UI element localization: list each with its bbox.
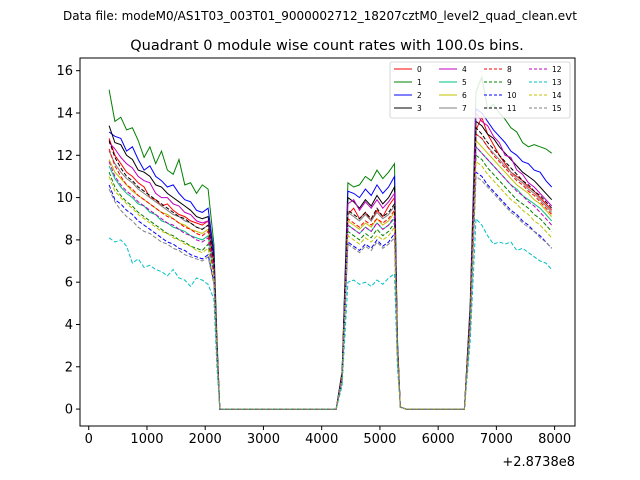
legend-label-6: 6 xyxy=(462,91,467,100)
x-offset-label: +2.8738e8 xyxy=(502,455,575,470)
y-tick-label: 16 xyxy=(56,64,73,79)
x-tick-label: 2000 xyxy=(189,432,222,447)
y-tick-label: 12 xyxy=(56,149,73,164)
series-line-15 xyxy=(108,175,553,410)
y-axis: 0 2 4 6 8 10 12 14 16 xyxy=(56,64,80,418)
legend-label-13: 13 xyxy=(552,78,562,87)
chart-title: Quadrant 0 module wise count rates with … xyxy=(130,38,524,54)
legend-label-1: 1 xyxy=(417,78,422,87)
x-tick-label: 1000 xyxy=(130,432,163,447)
x-axis: 0 1000 2000 3000 4000 5000 6000 7000 8000 xyxy=(85,426,571,447)
y-tick-label: 10 xyxy=(56,191,73,206)
x-tick-label: 8000 xyxy=(538,432,571,447)
suptitle: Data file: modeM0/AS1T03_003T01_90000027… xyxy=(63,9,577,23)
x-tick-label: 3000 xyxy=(247,432,280,447)
legend-label-5: 5 xyxy=(462,78,467,87)
series-layer xyxy=(108,75,553,410)
legend-box xyxy=(389,61,571,119)
legend-label-4: 4 xyxy=(462,65,467,74)
y-tick-label: 14 xyxy=(56,106,73,121)
x-tick-label: 7000 xyxy=(480,432,513,447)
y-tick-label: 4 xyxy=(65,318,73,333)
plot-frame xyxy=(79,57,576,427)
legend-label-3: 3 xyxy=(417,104,422,113)
x-tick-label: 0 xyxy=(85,432,93,447)
legend-label-11: 11 xyxy=(507,104,517,113)
legend-label-14: 14 xyxy=(552,91,562,100)
series-line-13 xyxy=(108,217,553,410)
x-tick-label: 5000 xyxy=(363,432,396,447)
legend-label-9: 9 xyxy=(507,78,512,87)
legend-label-0: 0 xyxy=(417,65,422,74)
legend-label-10: 10 xyxy=(507,91,517,100)
y-tick-label: 0 xyxy=(65,403,73,418)
x-tick-label: 4000 xyxy=(305,432,338,447)
legend-label-15: 15 xyxy=(552,104,562,113)
legend-label-7: 7 xyxy=(462,104,467,113)
legend-label-2: 2 xyxy=(417,91,422,100)
x-tick-label: 6000 xyxy=(422,432,455,447)
legend-label-8: 8 xyxy=(507,65,512,74)
legend-label-12: 12 xyxy=(552,65,562,74)
y-tick-label: 2 xyxy=(65,360,73,375)
y-tick-label: 6 xyxy=(65,276,73,291)
y-tick-label: 8 xyxy=(65,233,73,248)
